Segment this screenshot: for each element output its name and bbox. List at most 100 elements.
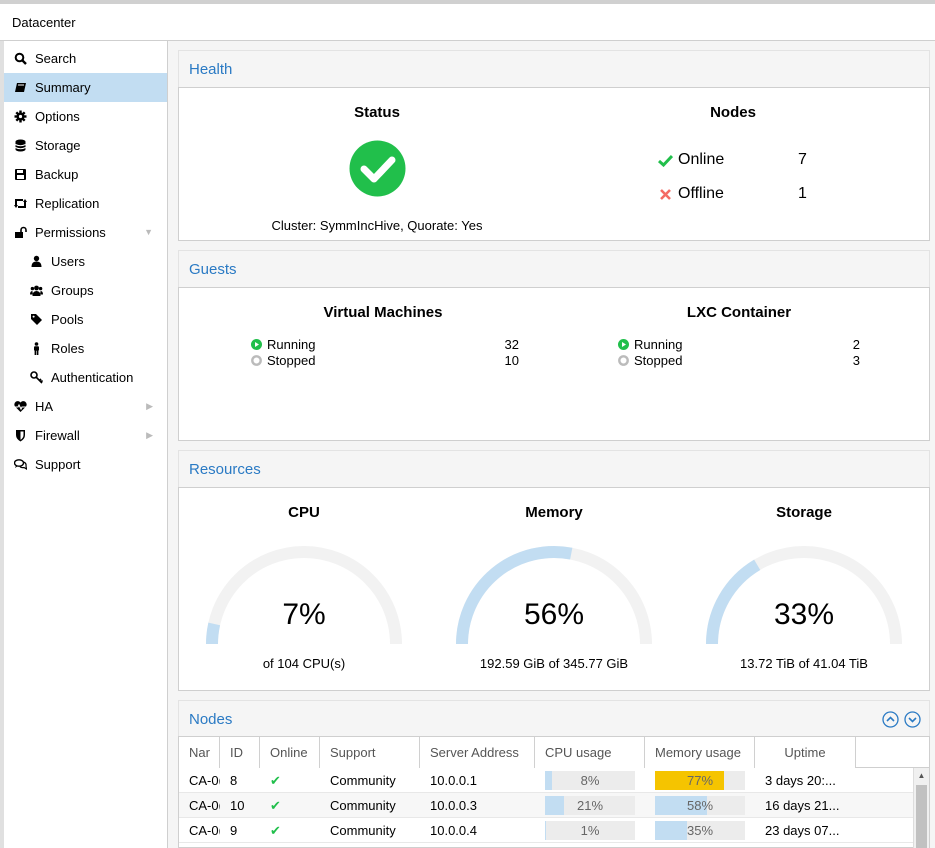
cell-support: Community bbox=[330, 798, 396, 813]
vertical-scrollbar[interactable]: ▲ bbox=[913, 768, 929, 848]
database-icon bbox=[15, 139, 26, 152]
column-header-id[interactable]: ID bbox=[220, 737, 260, 768]
memory-usage-bar: 58% bbox=[655, 796, 745, 815]
sidebar-item-label: Authentication bbox=[51, 370, 134, 385]
sidebar-item-label: Pools bbox=[51, 312, 84, 327]
sidebar-item-users[interactable]: Users bbox=[4, 247, 167, 276]
sidebar-item-ha[interactable]: HA ▶ bbox=[4, 392, 167, 421]
collapse-up-icon[interactable] bbox=[882, 711, 899, 728]
expand-arrow-icon[interactable]: ▼ bbox=[144, 227, 153, 237]
storage-gauge-arc bbox=[706, 546, 902, 645]
cpu-usage-fill bbox=[545, 796, 564, 815]
retweet-icon bbox=[14, 199, 27, 208]
cell-name: CA-0( bbox=[189, 773, 220, 788]
search-icon bbox=[14, 52, 27, 65]
expand-down-icon[interactable] bbox=[904, 711, 921, 728]
sidebar: Search Summary Options Storage Backup Re… bbox=[0, 41, 168, 848]
memory-usage-bar: 77% bbox=[655, 771, 745, 790]
user-icon bbox=[31, 255, 42, 267]
cpu-usage-label: 21% bbox=[576, 798, 604, 813]
memory-title: Memory bbox=[525, 504, 583, 521]
table-row[interactable]: CA-0( 9 ✔ Community 10.0.0.4 1% 35% 23 d… bbox=[179, 818, 915, 843]
memory-subtext: 192.59 GiB of 345.77 GiB bbox=[479, 656, 629, 671]
cpu-title: CPU bbox=[288, 504, 320, 521]
comments-icon bbox=[14, 459, 27, 470]
storage-title: Storage bbox=[776, 504, 832, 521]
scroll-up-arrow-icon[interactable]: ▲ bbox=[917, 771, 926, 780]
memory-usage-fill bbox=[655, 821, 687, 840]
running-icon bbox=[618, 339, 629, 350]
column-header-cpu-usage[interactable]: CPU usage bbox=[535, 737, 645, 768]
sidebar-item-support[interactable]: Support bbox=[4, 450, 167, 479]
memory-gauge-fill bbox=[456, 546, 573, 645]
memory-usage-fill bbox=[655, 771, 725, 790]
sidebar-item-label: Support bbox=[35, 457, 81, 472]
sidebar-item-storage[interactable]: Storage bbox=[4, 131, 167, 160]
cpu-gauge-arc bbox=[206, 546, 402, 645]
online-check-icon bbox=[658, 154, 673, 167]
column-header-server-address[interactable]: Server Address bbox=[420, 737, 535, 768]
sidebar-item-label: Permissions bbox=[35, 225, 106, 240]
health-panel-header: Health bbox=[178, 50, 930, 87]
nodes-panel-header: Nodes bbox=[178, 700, 930, 737]
cell-address: 10.0.0.3 bbox=[430, 798, 477, 813]
column-header-uptime[interactable]: Uptime bbox=[755, 737, 856, 768]
sidebar-item-roles[interactable]: Roles bbox=[4, 334, 167, 363]
status-title: Status bbox=[354, 104, 400, 121]
column-header-name[interactable]: Nar bbox=[179, 737, 220, 768]
gear-icon bbox=[14, 110, 27, 123]
sidebar-item-label: Roles bbox=[51, 341, 85, 356]
cpu-usage-bar: 1% bbox=[545, 821, 635, 840]
sidebar-item-search[interactable]: Search bbox=[4, 44, 167, 73]
sidebar-item-permissions[interactable]: Permissions ▼ bbox=[4, 218, 167, 247]
lxc-running-label: Running bbox=[634, 337, 683, 352]
cell-uptime: 3 days 20:... bbox=[765, 773, 836, 788]
sidebar-item-authentication[interactable]: Authentication bbox=[4, 363, 167, 392]
cpu-usage-fill bbox=[545, 821, 546, 840]
online-count: 7 bbox=[798, 151, 807, 168]
running-icon bbox=[251, 339, 262, 350]
column-header-support[interactable]: Support bbox=[320, 737, 420, 768]
sidebar-item-label: Replication bbox=[35, 196, 100, 211]
shield-icon bbox=[16, 430, 25, 442]
lxc-stopped-count: 3 bbox=[852, 353, 860, 368]
sidebar-item-replication[interactable]: Replication bbox=[4, 189, 167, 218]
column-header-online[interactable]: Online bbox=[260, 737, 320, 768]
cpu-usage-bar: 8% bbox=[545, 771, 635, 790]
table-row[interactable]: CA-0( 10 ✔ Community 10.0.0.3 21% 58% 16… bbox=[179, 793, 915, 818]
collapse-arrow-icon[interactable]: ▶ bbox=[146, 401, 153, 411]
offline-count: 1 bbox=[798, 185, 807, 202]
sidebar-item-groups[interactable]: Groups bbox=[4, 276, 167, 305]
collapse-arrow-icon[interactable]: ▶ bbox=[146, 430, 153, 440]
guests-panel: Guests Virtual Machines Running 32 Stopp… bbox=[178, 250, 930, 441]
resources-panel-header: Resources bbox=[178, 450, 930, 487]
storage-subtext: 13.72 TiB of 41.04 TiB bbox=[740, 656, 868, 671]
cell-name: CA-0( bbox=[189, 823, 220, 838]
sidebar-item-label: Users bbox=[51, 254, 85, 269]
memory-usage-label: 35% bbox=[686, 823, 714, 838]
sidebar-item-label: Firewall bbox=[35, 428, 80, 443]
offline-x-icon bbox=[660, 189, 671, 200]
cpu-gauge-track bbox=[206, 546, 402, 645]
sidebar-item-summary[interactable]: Summary bbox=[4, 73, 167, 102]
male-icon bbox=[34, 342, 39, 355]
cluster-status-text: Cluster: SymmIncHive, Quorate: Yes bbox=[271, 218, 483, 233]
sidebar-item-options[interactable]: Options bbox=[4, 102, 167, 131]
grid-header: Nar ID Online Support Server Address CPU… bbox=[179, 737, 929, 768]
table-row[interactable]: CA-0( 8 ✔ Community 10.0.0.1 8% 77% 3 da… bbox=[179, 768, 915, 793]
sidebar-item-firewall[interactable]: Firewall ▶ bbox=[4, 421, 167, 450]
sidebar-item-pools[interactable]: Pools bbox=[4, 305, 167, 334]
sidebar-item-label: Groups bbox=[51, 283, 94, 298]
cpu-percent: 7% bbox=[282, 598, 326, 631]
cell-uptime: 16 days 21... bbox=[765, 798, 840, 813]
key-icon bbox=[30, 371, 43, 384]
nodes-title: Nodes bbox=[710, 104, 756, 121]
sidebar-item-backup[interactable]: Backup bbox=[4, 160, 167, 189]
vm-stopped-label: Stopped bbox=[267, 353, 316, 368]
title-bar: Datacenter bbox=[0, 0, 935, 41]
status-ok-icon bbox=[349, 140, 406, 197]
scrollbar-thumb[interactable] bbox=[916, 785, 927, 848]
cpu-gauge-fill bbox=[206, 622, 221, 645]
column-header-memory-usage[interactable]: Memory usage bbox=[645, 737, 755, 768]
online-check-icon: ✔ bbox=[270, 798, 281, 813]
